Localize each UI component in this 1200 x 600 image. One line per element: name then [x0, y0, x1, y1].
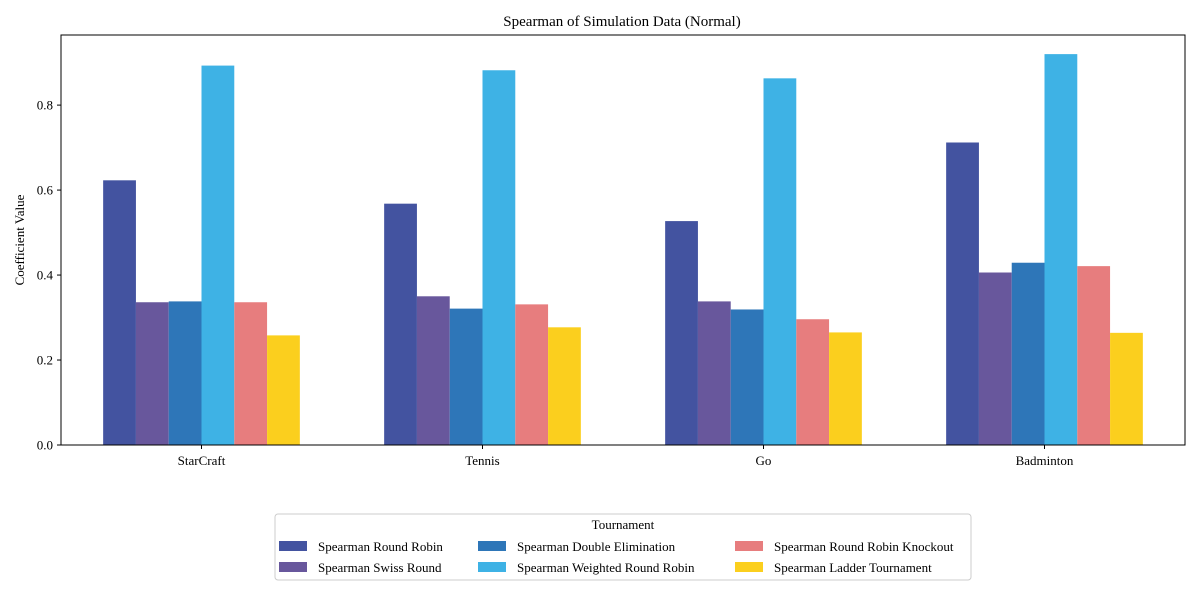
y-tick-label: 0.2: [37, 353, 53, 368]
bar-1-3: [665, 221, 698, 445]
bar-4-1: [201, 65, 235, 446]
x-tick-label: Badminton: [1016, 453, 1074, 468]
bar-6-3: [829, 332, 862, 445]
bar-2-3: [697, 301, 731, 445]
bar-3-1: [168, 301, 202, 445]
legend-label: Spearman Weighted Round Robin: [517, 560, 695, 575]
x-tick-label: StarCraft: [178, 453, 226, 468]
bar-5-2: [515, 304, 549, 445]
y-tick-label: 0.4: [37, 268, 54, 283]
legend-swatch: [279, 562, 307, 572]
legend-label: Spearman Round Robin Knockout: [774, 539, 954, 554]
y-tick-label: 0.8: [37, 98, 53, 113]
legend-swatch: [279, 541, 307, 551]
bar-1-4: [946, 142, 979, 445]
chart-title: Spearman of Simulation Data (Normal): [503, 14, 740, 30]
bar-4-2: [482, 70, 516, 445]
bar-2-4: [978, 272, 1012, 445]
bar-4-4: [1044, 54, 1078, 445]
bar-1-1: [103, 180, 136, 445]
bar-2-2: [416, 296, 450, 445]
y-tick-label: 0.6: [37, 183, 54, 198]
y-axis-label: Coefficient Value: [12, 194, 27, 285]
bar-6-2: [548, 327, 581, 445]
bars-group: [103, 54, 1143, 446]
x-tick-label: Tennis: [465, 453, 499, 468]
bar-3-3: [730, 309, 764, 445]
y-tick-label: 0.0: [37, 438, 53, 453]
bar-3-4: [1011, 262, 1045, 445]
bar-5-1: [234, 302, 268, 445]
legend-swatch: [478, 562, 506, 572]
legend-label: Spearman Ladder Tournament: [774, 560, 932, 575]
legend-swatch: [735, 541, 763, 551]
legend-swatch: [478, 541, 506, 551]
legend-label: Spearman Swiss Round: [318, 560, 442, 575]
bar-5-3: [796, 319, 830, 445]
bar-6-4: [1110, 332, 1143, 445]
plot-frame: [60, 34, 1186, 446]
legend-frame: [274, 513, 972, 581]
bar-2-1: [135, 302, 169, 445]
bar-5-4: [1077, 266, 1111, 445]
bar-6-1: [267, 335, 300, 445]
legend-swatch: [735, 562, 763, 572]
axes-group: 0.0 0.2 0.4 0.6 0.8 StarCraft Tennis Go Badminto…: [37, 34, 1186, 468]
bar-4-3: [763, 78, 797, 445]
x-tick-label: Go: [756, 453, 772, 468]
legend-label: Spearman Double Elimination: [517, 539, 676, 554]
bar-3-2: [449, 308, 483, 445]
legend: Tournament Spearman Round Robin Spearman S…: [274, 513, 972, 581]
legend-title: Tournament: [592, 517, 655, 532]
legend-label: Spearman Round Robin: [318, 539, 443, 554]
bar-1-2: [384, 203, 417, 445]
